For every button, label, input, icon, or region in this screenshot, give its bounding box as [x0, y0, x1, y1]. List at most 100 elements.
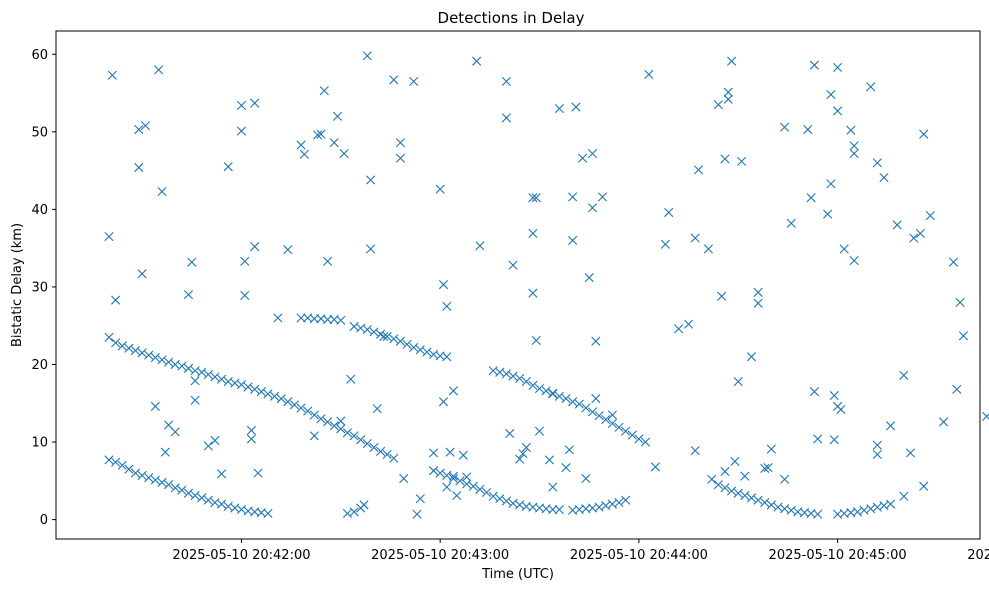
data-point: [528, 193, 538, 203]
data-point: [501, 76, 511, 87]
data-point: [346, 374, 356, 384]
data-point: [342, 428, 353, 438]
data-point: [866, 82, 876, 92]
data-point: [740, 471, 750, 481]
data-point: [455, 476, 465, 486]
data-point: [803, 124, 813, 135]
data-point: [223, 162, 233, 172]
data-point: [379, 331, 389, 342]
data-point: [720, 466, 730, 477]
data-point: [462, 472, 472, 482]
data-point: [621, 426, 631, 436]
y-tick-label: 20: [31, 358, 48, 373]
data-point: [210, 435, 220, 446]
data-point: [640, 437, 651, 447]
data-point: [780, 504, 790, 514]
data-point: [982, 411, 989, 422]
data-point: [111, 457, 121, 467]
data-point: [150, 352, 160, 363]
data-point: [690, 445, 700, 456]
data-point: [356, 323, 366, 333]
data-point: [905, 448, 916, 458]
data-point: [339, 148, 349, 159]
data-point: [246, 425, 256, 436]
data-point: [597, 192, 608, 202]
x-tick-label: 2025-05-10 20:46:00: [967, 548, 989, 563]
data-point: [849, 141, 859, 151]
chart-title: Detections in Delay: [438, 9, 585, 27]
data-point: [157, 186, 167, 197]
data-point: [475, 241, 485, 251]
data-point: [664, 207, 674, 218]
data-point: [309, 410, 319, 420]
data-point: [144, 473, 154, 483]
data-point: [349, 321, 359, 332]
data-point: [564, 445, 574, 455]
data-point: [117, 341, 127, 351]
data-point: [154, 65, 164, 75]
data-point: [879, 501, 889, 511]
data-point: [723, 94, 733, 104]
data-point: [849, 255, 859, 266]
data-point: [329, 138, 339, 148]
data-point: [183, 290, 194, 300]
data-point: [250, 98, 260, 108]
data-point: [210, 372, 220, 382]
data-point: [544, 455, 555, 465]
data-point: [952, 384, 962, 394]
data-point: [601, 501, 611, 511]
data-point: [614, 422, 624, 432]
data-point: [124, 343, 134, 353]
data-point: [746, 493, 757, 503]
data-point: [554, 504, 564, 515]
data-point: [104, 455, 114, 465]
data-point: [223, 376, 233, 387]
data-point: [736, 156, 747, 166]
data-point: [587, 203, 598, 213]
data-point: [316, 129, 326, 139]
data-point: [445, 447, 455, 457]
data-point: [415, 345, 425, 355]
data-point: [581, 473, 591, 484]
x-axis-label: Time (UTC): [481, 567, 554, 582]
data-point: [269, 391, 280, 401]
data-point: [693, 165, 704, 175]
data-point: [872, 449, 882, 460]
data-point: [395, 336, 406, 346]
data-point: [528, 288, 538, 298]
data-point: [203, 495, 213, 505]
data-point: [809, 60, 819, 70]
data-point: [733, 488, 743, 498]
data-point: [283, 245, 293, 255]
data-point: [594, 411, 604, 421]
x-tick-label: 2025-05-10 20:45:00: [769, 548, 907, 563]
data-point: [919, 129, 929, 139]
data-point: [366, 244, 376, 254]
data-point: [541, 386, 551, 396]
data-point: [389, 334, 399, 344]
data-point: [518, 449, 528, 459]
data-point: [727, 486, 737, 496]
data-point: [183, 488, 194, 498]
data-point: [375, 446, 386, 456]
data-point: [534, 383, 545, 394]
data-point: [111, 338, 121, 348]
data-point: [240, 290, 250, 301]
data-point: [190, 376, 200, 386]
data-point: [488, 491, 498, 501]
data-point: [130, 468, 141, 478]
data-point: [442, 352, 452, 362]
data-point: [488, 366, 498, 376]
data-point: [534, 426, 545, 436]
data-point: [674, 324, 684, 334]
data-point: [140, 121, 151, 131]
data-point: [720, 483, 730, 493]
data-point: [217, 374, 227, 384]
data-point: [614, 497, 624, 508]
data-point: [296, 403, 306, 413]
data-point: [650, 462, 661, 472]
data-point: [826, 90, 836, 100]
data-point: [134, 162, 144, 173]
data-point: [899, 370, 909, 380]
data-point: [753, 298, 763, 308]
